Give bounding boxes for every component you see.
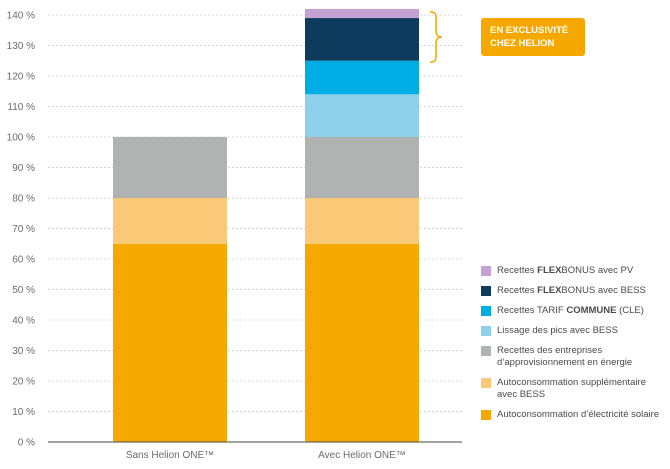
x-axis-category-labels: Sans Helion ONE™ Avec Helion ONE™ (126, 450, 406, 461)
legend-item: Recettes des entreprises d’approvisionne… (481, 345, 666, 369)
y-tick-label: 0 % (18, 438, 35, 449)
callout-line-1: EN EXCLUSIVITÉ (490, 25, 569, 36)
y-tick-label: 120 % (7, 72, 35, 83)
callout-brace (429, 11, 443, 63)
legend-label: Autoconsommation d’électricité solaire (497, 409, 660, 420)
y-tick-label: 110 % (7, 102, 35, 113)
legend-item: Lissage des pics avec BESS (481, 325, 666, 337)
bars (113, 8, 419, 442)
legend-item: Autoconsommation d’électricité solaire (481, 409, 666, 421)
legend-swatch (481, 306, 491, 316)
bar-segment (113, 243, 227, 442)
y-tick-label: 140 % (7, 11, 35, 22)
y-tick-label: 130 % (7, 41, 35, 52)
legend-swatch (481, 378, 491, 388)
legend-item: Recettes FLEXBONUS avec PV (481, 265, 666, 277)
bar-segment (305, 243, 419, 442)
callout-line-2: CHEZ HELION (490, 38, 555, 49)
legend-label: Recettes TARIF COMMUNE (CLE) (497, 305, 644, 316)
y-tick-label: 60 % (12, 255, 35, 266)
y-tick-label: 90 % (12, 163, 35, 174)
y-tick-label: 70 % (12, 224, 35, 235)
bar-segment (305, 8, 419, 19)
bar-segment (113, 137, 227, 198)
bar-segment (305, 198, 419, 244)
legend-item: Recettes FLEXBONUS avec BESS (481, 285, 666, 297)
category-label: Avec Helion ONE™ (318, 450, 406, 461)
y-tick-label: 40 % (12, 316, 35, 327)
y-tick-label: 30 % (12, 346, 35, 357)
bar-segment (305, 18, 419, 61)
legend-swatch (481, 286, 491, 296)
bar-segment (305, 94, 419, 137)
y-tick-label: 100 % (7, 133, 35, 144)
legend-label: Lissage des pics avec BESS (497, 325, 618, 336)
y-tick-label: 80 % (12, 194, 35, 205)
bar-segment (113, 198, 227, 244)
y-tick-label: 10 % (12, 407, 35, 418)
legend: Recettes FLEXBONUS avec PV Recettes FLEXB… (481, 265, 666, 429)
legend-label: Recettes FLEXBONUS avec BESS (497, 285, 646, 296)
exclusive-callout: EN EXCLUSIVITÉ CHEZ HELION (481, 18, 585, 56)
bar-segment (305, 60, 419, 95)
legend-item: Autoconsommation supplémentaire avec BES… (481, 377, 666, 401)
legend-label: Autoconsommation supplémentaire avec BES… (497, 377, 646, 400)
legend-label: Recettes des entreprises d’approvisionne… (497, 345, 633, 368)
y-axis-tick-labels: 0 % 10 % 20 % 30 % 40 % 50 % 60 % 70 % 80 % 90 % 1… (7, 11, 35, 449)
legend-swatch (481, 410, 491, 420)
legend-swatch (481, 266, 491, 276)
y-tick-label: 20 % (12, 377, 35, 388)
y-tick-label: 50 % (12, 285, 35, 296)
category-label: Sans Helion ONE™ (126, 450, 214, 461)
legend-label: Recettes FLEXBONUS avec PV (497, 265, 634, 276)
bar-segment (305, 137, 419, 198)
legend-swatch (481, 346, 491, 356)
legend-swatch (481, 326, 491, 336)
legend-item: Recettes TARIF COMMUNE (CLE) (481, 305, 666, 317)
